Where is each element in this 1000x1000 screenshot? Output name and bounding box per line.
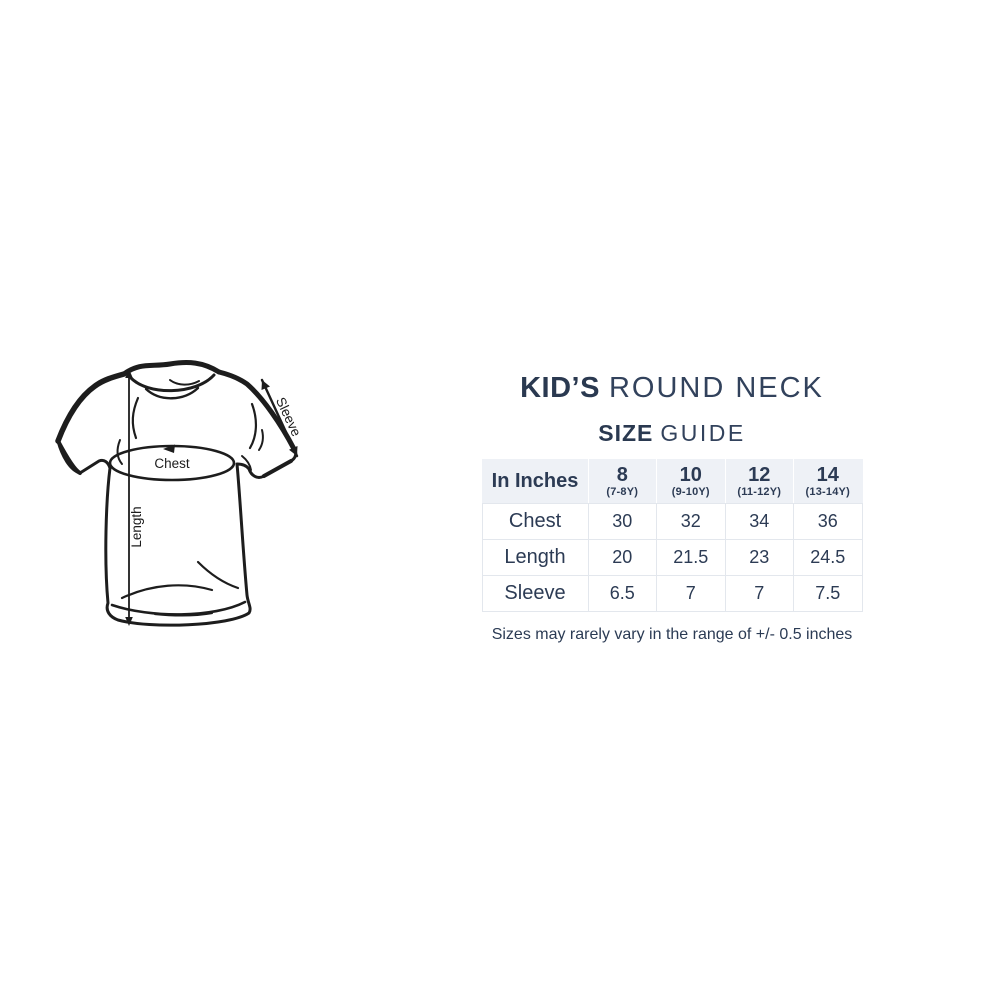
size-number: 14	[816, 464, 839, 486]
length-value-size12: 23	[724, 539, 794, 576]
size-variance-note: Sizes may rarely vary in the range of +/…	[491, 626, 853, 643]
tshirt-measurement-diagram: Chest Length Sleeve	[55, 360, 304, 627]
size-age-range: (7-8Y)	[606, 486, 639, 498]
size-age-range: (11-12Y)	[737, 486, 782, 498]
sleeve-arrow-top-icon	[261, 380, 270, 390]
sleeve-value-size8: 6.5	[587, 575, 657, 612]
table-row-length: Length 20 21.5 23 24.5	[481, 539, 863, 576]
title-light-text: ROUND NECK	[608, 372, 824, 404]
size-number: 8	[616, 464, 628, 486]
row-label-length: Length	[481, 539, 589, 576]
size-number: 10	[679, 464, 702, 486]
chest-arrowhead-icon	[163, 444, 175, 453]
row-label-sleeve: Sleeve	[481, 575, 589, 612]
length-value-size14: 24.5	[793, 539, 863, 576]
sleeve-arrow-bottom-icon	[289, 446, 298, 456]
chest-value-size8: 30	[587, 503, 657, 540]
length-arrow-top-icon	[125, 369, 133, 378]
table-row-chest: Chest 30 32 34 36	[481, 503, 863, 540]
row-label-chest: Chest	[481, 503, 589, 540]
tshirt-outline	[55, 360, 298, 627]
header-size-8: 8 (7-8Y)	[587, 459, 657, 504]
chest-label: Chest	[154, 456, 190, 471]
size-table-header-row: In Inches 8 (7-8Y) 10 (9-10Y) 12 (11-12Y…	[481, 459, 863, 504]
page-subtitle: SIZE GUIDE	[479, 420, 865, 446]
size-age-range: (9-10Y)	[671, 486, 710, 498]
sleeve-value-size14: 7.5	[793, 575, 863, 612]
subtitle-light-text: GUIDE	[660, 420, 746, 446]
chest-value-size10: 32	[656, 503, 726, 540]
size-guide-panel: KID’S ROUND NECK SIZE GUIDE In Inches 8 (7…	[479, 372, 865, 647]
length-measure: Length	[125, 369, 144, 626]
header-size-10: 10 (9-10Y)	[656, 459, 726, 504]
table-row-sleeve: Sleeve 6.5 7 7 7.5	[481, 575, 863, 612]
chest-value-size14: 36	[793, 503, 863, 540]
header-size-12: 12 (11-12Y)	[724, 459, 794, 504]
page-title: KID’S ROUND NECK	[479, 372, 865, 404]
chest-value-size12: 34	[724, 503, 794, 540]
length-value-size10: 21.5	[656, 539, 726, 576]
header-size-14: 14 (13-14Y)	[793, 459, 863, 504]
size-table: In Inches 8 (7-8Y) 10 (9-10Y) 12 (11-12Y…	[481, 459, 863, 612]
sleeve-value-size12: 7	[724, 575, 794, 612]
length-label: Length	[129, 506, 144, 547]
sleeve-value-size10: 7	[656, 575, 726, 612]
chest-measure: Chest	[108, 444, 236, 482]
title-bold-text: KID’S	[520, 372, 600, 404]
length-arrow-bottom-icon	[125, 617, 133, 626]
subtitle-bold-text: SIZE	[598, 420, 654, 446]
size-age-range: (13-14Y)	[805, 486, 850, 498]
header-in-inches: In Inches	[481, 459, 589, 504]
length-value-size8: 20	[587, 539, 657, 576]
size-number: 12	[748, 464, 771, 486]
